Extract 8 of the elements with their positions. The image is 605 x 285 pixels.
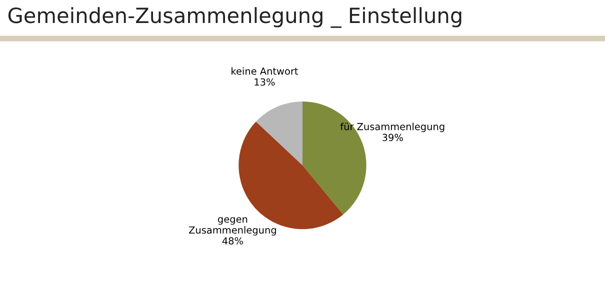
chart-title: Gemeinden-Zusammenlegung _ Einstellung: [8, 7, 462, 28]
data-label: 13%: [254, 78, 275, 86]
data-label: 39%: [382, 134, 403, 142]
slice-label: für Zusammenlegung: [340, 122, 444, 132]
data-label: 48%: [222, 237, 243, 245]
slice-label: gegen Zusammenlegung: [188, 217, 276, 236]
slice-label: keine Antwort: [232, 67, 298, 75]
pie-slice: [256, 101, 302, 166]
